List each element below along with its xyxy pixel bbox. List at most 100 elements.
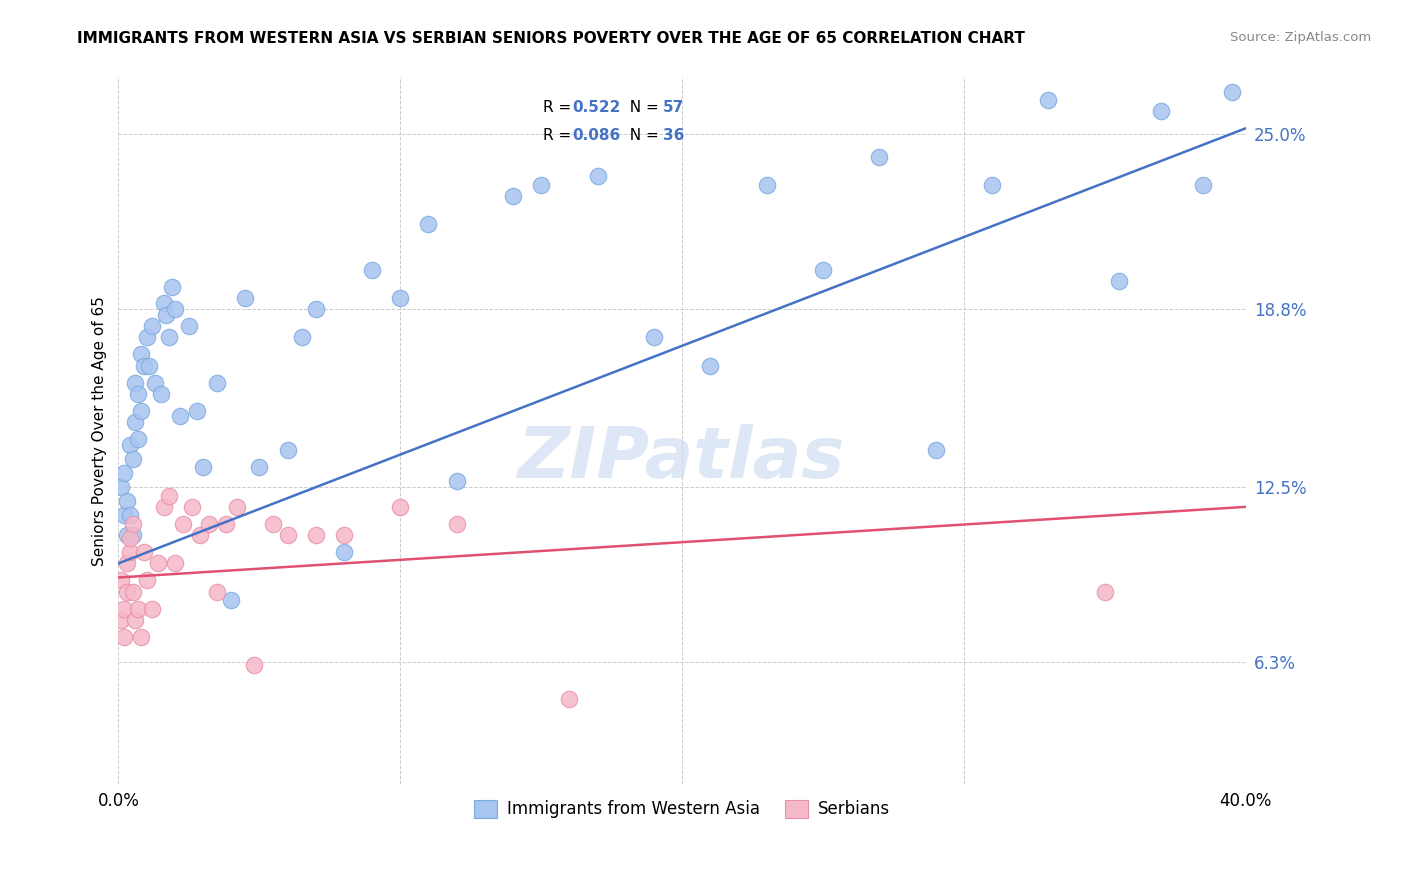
Point xyxy=(205,376,228,390)
Point xyxy=(112,630,135,644)
Point xyxy=(146,557,169,571)
Point xyxy=(127,601,149,615)
Point xyxy=(277,443,299,458)
Point xyxy=(172,516,194,531)
Point xyxy=(112,508,135,523)
Point xyxy=(124,613,146,627)
Point xyxy=(1108,274,1130,288)
Point xyxy=(205,584,228,599)
Point xyxy=(418,218,440,232)
Legend: Immigrants from Western Asia, Serbians: Immigrants from Western Asia, Serbians xyxy=(467,793,897,825)
Point xyxy=(115,528,138,542)
Point xyxy=(214,516,236,531)
Point xyxy=(155,308,177,322)
Point xyxy=(197,516,219,531)
Point xyxy=(138,359,160,373)
Text: N =: N = xyxy=(620,100,664,115)
Point xyxy=(333,528,356,542)
Point xyxy=(868,149,890,163)
Point xyxy=(333,545,356,559)
Point xyxy=(152,500,174,514)
Point xyxy=(152,296,174,310)
Point xyxy=(305,302,328,317)
Point xyxy=(586,169,609,184)
Point xyxy=(811,262,834,277)
Point xyxy=(177,319,200,334)
Point xyxy=(118,531,141,545)
Point xyxy=(112,466,135,480)
Point xyxy=(141,601,163,615)
Point xyxy=(141,319,163,334)
Point xyxy=(157,330,180,344)
Point xyxy=(389,500,412,514)
Point xyxy=(132,545,155,559)
Point xyxy=(1192,178,1215,192)
Text: 57: 57 xyxy=(662,100,685,115)
Point xyxy=(163,302,186,317)
Point xyxy=(446,475,468,489)
Point xyxy=(558,692,581,706)
Point xyxy=(225,500,247,514)
Point xyxy=(110,480,132,494)
Point xyxy=(191,460,214,475)
Point xyxy=(219,593,242,607)
Point xyxy=(924,443,946,458)
Text: Source: ZipAtlas.com: Source: ZipAtlas.com xyxy=(1230,31,1371,45)
Point xyxy=(143,376,166,390)
Point xyxy=(389,291,412,305)
Point xyxy=(1150,104,1173,119)
Point xyxy=(115,584,138,599)
Point xyxy=(502,189,524,203)
Point xyxy=(157,489,180,503)
Point xyxy=(163,557,186,571)
Point xyxy=(112,601,135,615)
Point xyxy=(115,557,138,571)
Text: ZIPatlas: ZIPatlas xyxy=(519,425,846,493)
Text: R =: R = xyxy=(543,100,576,115)
Point xyxy=(1038,93,1060,107)
Point xyxy=(1094,584,1116,599)
Point xyxy=(121,451,143,466)
Point xyxy=(277,528,299,542)
Text: 0.522: 0.522 xyxy=(572,100,621,115)
Point xyxy=(981,178,1004,192)
Point xyxy=(180,500,202,514)
Point xyxy=(110,613,132,627)
Point xyxy=(124,376,146,390)
Point xyxy=(127,432,149,446)
Point xyxy=(361,262,384,277)
Text: N =: N = xyxy=(620,128,664,143)
Point xyxy=(121,584,143,599)
Text: 36: 36 xyxy=(662,128,685,143)
Point xyxy=(699,359,721,373)
Point xyxy=(149,387,172,401)
Point xyxy=(129,347,152,361)
Point xyxy=(755,178,778,192)
Point xyxy=(124,415,146,429)
Point xyxy=(121,528,143,542)
Point xyxy=(129,404,152,418)
Point xyxy=(127,387,149,401)
Point xyxy=(169,409,191,424)
Point xyxy=(115,494,138,508)
Point xyxy=(242,658,264,673)
Point xyxy=(135,330,157,344)
Text: R =: R = xyxy=(543,128,576,143)
Point xyxy=(132,359,155,373)
Point xyxy=(121,516,143,531)
Point xyxy=(291,330,314,344)
Point xyxy=(160,279,183,293)
Point xyxy=(129,630,152,644)
Point xyxy=(233,291,256,305)
Point xyxy=(446,516,468,531)
Point xyxy=(305,528,328,542)
Point xyxy=(110,574,132,588)
Text: IMMIGRANTS FROM WESTERN ASIA VS SERBIAN SENIORS POVERTY OVER THE AGE OF 65 CORRE: IMMIGRANTS FROM WESTERN ASIA VS SERBIAN … xyxy=(77,31,1025,46)
Text: 0.086: 0.086 xyxy=(572,128,621,143)
Point xyxy=(186,404,208,418)
Y-axis label: Seniors Poverty Over the Age of 65: Seniors Poverty Over the Age of 65 xyxy=(93,295,107,566)
Point xyxy=(643,330,665,344)
Point xyxy=(118,508,141,523)
Point xyxy=(1220,85,1243,99)
Point xyxy=(188,528,211,542)
